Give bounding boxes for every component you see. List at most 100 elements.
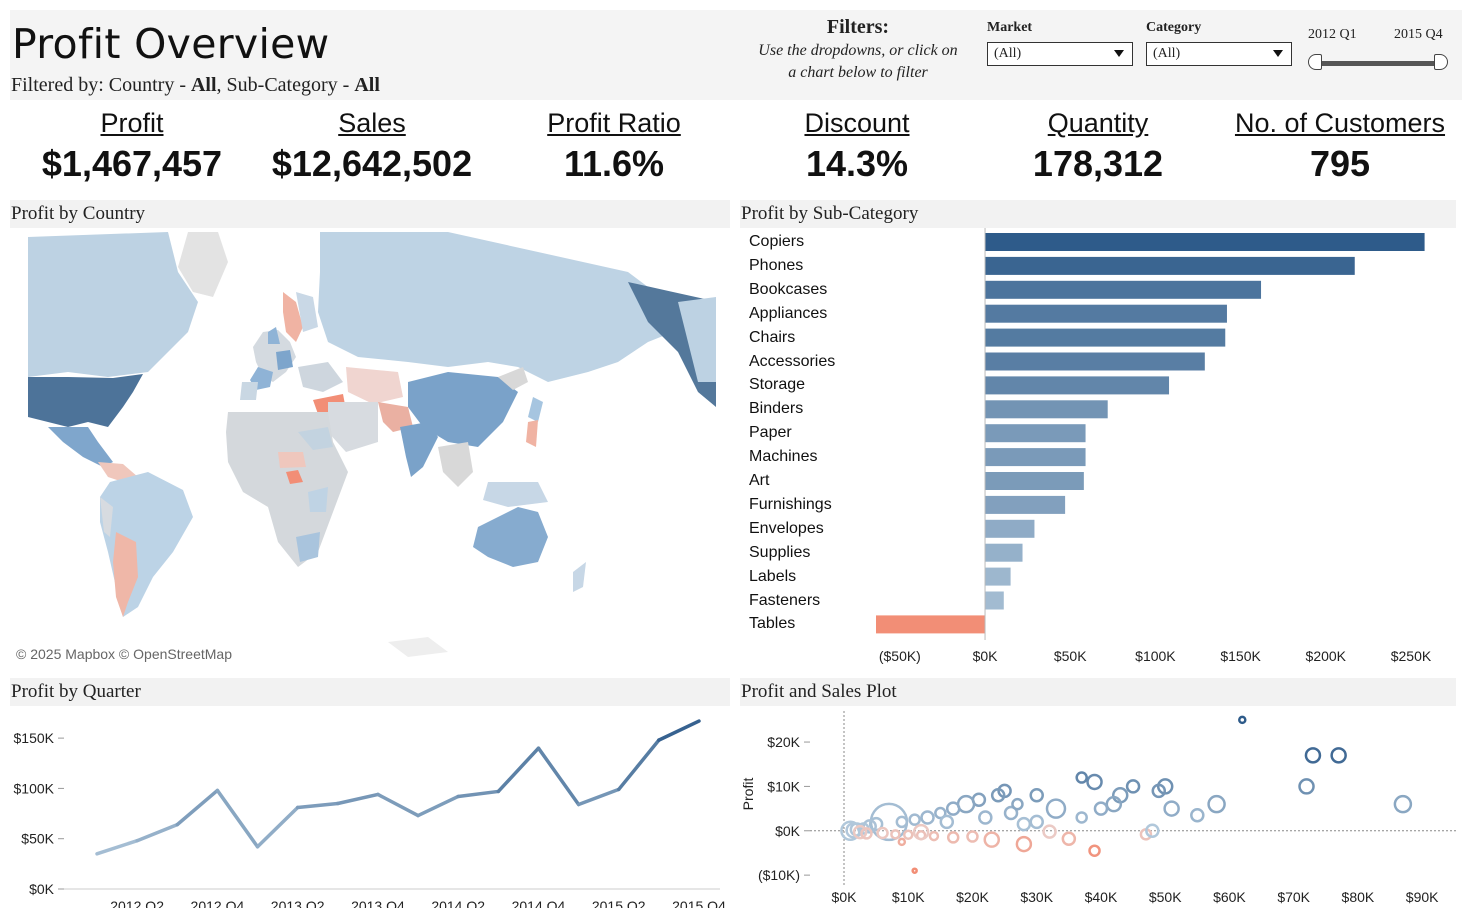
scatter-point[interactable] — [990, 788, 1006, 803]
country-ukraine[interactable] — [298, 362, 343, 392]
country-norway[interactable] — [283, 292, 303, 342]
scatter-point[interactable] — [840, 820, 861, 842]
scatter-point[interactable] — [1238, 715, 1247, 725]
scatter-point[interactable] — [1145, 823, 1160, 839]
line-segment-2014-q1[interactable] — [416, 794, 460, 818]
scatter-point[interactable] — [1045, 798, 1067, 819]
scatter-point[interactable] — [946, 831, 960, 844]
country-southeast-asia[interactable] — [438, 442, 473, 487]
bar-label-chairs[interactable]: Chairs — [749, 328, 796, 346]
bar-tables[interactable] — [876, 615, 986, 634]
scatter-point[interactable] — [934, 806, 947, 820]
date-range-slider[interactable] — [1306, 52, 1448, 76]
bar-label-paper[interactable]: Paper — [749, 424, 792, 442]
bar-label-bookcases[interactable]: Bookcases — [749, 280, 828, 298]
profit-by-country-map[interactable] — [28, 232, 716, 668]
scatter-point[interactable] — [1016, 816, 1032, 832]
line-segment-2015-q3[interactable] — [657, 719, 701, 742]
bar-label-labels[interactable]: Labels — [749, 567, 797, 585]
country-philippines[interactable] — [526, 420, 538, 447]
country-usa[interactable] — [28, 374, 143, 427]
scatter-point[interactable] — [911, 867, 918, 874]
country-uk[interactable] — [268, 327, 280, 344]
scatter-point[interactable] — [1093, 801, 1109, 816]
bar-accessories[interactable] — [985, 352, 1205, 371]
country-mongolia[interactable] — [498, 367, 528, 390]
bar-bookcases[interactable] — [985, 280, 1262, 299]
country-china[interactable] — [408, 372, 518, 447]
bar-label-appliances[interactable]: Appliances — [749, 304, 828, 322]
scatter-point[interactable] — [939, 814, 955, 830]
bar-label-storage[interactable]: Storage — [749, 376, 806, 394]
scatter-point[interactable] — [912, 823, 930, 841]
scatter-point[interactable] — [902, 829, 914, 841]
scatter-point[interactable] — [1105, 795, 1123, 813]
line-segment-2014-q4[interactable] — [536, 746, 581, 807]
line-segment-2013-q4[interactable] — [376, 792, 420, 818]
bar-fasteners[interactable] — [985, 591, 1004, 610]
scatter-point[interactable] — [1015, 835, 1033, 853]
bar-labels[interactable] — [985, 567, 1011, 586]
bar-label-accessories[interactable]: Accessories — [749, 352, 836, 370]
bar-label-envelopes[interactable]: Envelopes — [749, 519, 824, 537]
profit-sales-scatter[interactable]: ($10K) $0K $10K $20K Profit $0K $10K $20K $30K $4… — [740, 706, 1470, 908]
scatter-point[interactable] — [1151, 783, 1167, 799]
country-new-zealand[interactable] — [573, 562, 586, 592]
scatter-point[interactable] — [1003, 805, 1019, 821]
country-peru[interactable] — [100, 497, 113, 537]
scatter-point[interactable] — [908, 813, 921, 826]
line-segment-2015-q1[interactable] — [576, 787, 621, 807]
line-segment-2013-q1[interactable] — [255, 805, 300, 849]
country-south-africa[interactable] — [296, 532, 320, 562]
scatter-point[interactable] — [1042, 824, 1057, 839]
line-segment-2012-q3[interactable] — [175, 788, 220, 827]
subcategory-bar-chart[interactable]: ($50K) $0K $50K $100K $150K $200K $250K — [740, 228, 1456, 674]
scatter-point[interactable] — [1163, 800, 1180, 817]
country-india[interactable] — [400, 422, 438, 477]
scatter-point[interactable] — [895, 815, 909, 829]
line-segment-2014-q3[interactable] — [496, 746, 541, 794]
scatter-point[interactable] — [1207, 794, 1226, 814]
bar-label-art[interactable]: Art — [749, 472, 770, 489]
scatter-point[interactable] — [876, 826, 889, 840]
scatter-point[interactable] — [928, 830, 940, 842]
scatter-point[interactable] — [1088, 844, 1101, 857]
bar-copiers[interactable] — [985, 233, 1425, 251]
scatter-point[interactable] — [1061, 831, 1077, 847]
slider-start-handle[interactable] — [1308, 54, 1322, 70]
country-egypt[interactable] — [298, 427, 333, 450]
scatter-point[interactable] — [1304, 747, 1322, 764]
scatter-point[interactable] — [1075, 771, 1088, 784]
line-segment-2012-q4[interactable] — [215, 788, 260, 849]
line-segment-2013-q2[interactable] — [295, 801, 340, 810]
country-alaska-east[interactable] — [678, 297, 716, 382]
bar-phones[interactable] — [985, 256, 1355, 275]
bar-art[interactable] — [985, 472, 1084, 490]
country-pakistan[interactable] — [378, 402, 413, 432]
scatter-point[interactable] — [1011, 797, 1024, 811]
scatter-point[interactable] — [978, 810, 993, 825]
country-mexico[interactable] — [48, 427, 113, 467]
bar-machines[interactable] — [985, 448, 1086, 467]
country-niger[interactable] — [278, 452, 306, 468]
scatter-point[interactable] — [897, 837, 907, 847]
scatter-point[interactable] — [1190, 807, 1205, 823]
scatter-point[interactable] — [1125, 779, 1141, 794]
scatter-point[interactable] — [1086, 773, 1103, 791]
scatter-point[interactable] — [945, 801, 961, 816]
bar-chairs[interactable] — [985, 328, 1226, 347]
country-australia[interactable] — [473, 507, 548, 567]
bar-appliances[interactable] — [985, 304, 1227, 323]
country-nigeria[interactable] — [286, 470, 303, 484]
map-attribution[interactable]: © 2025 Mapbox © OpenStreetMap — [16, 646, 232, 662]
line-segment-2015-q2[interactable] — [616, 738, 661, 792]
country-spain[interactable] — [240, 382, 258, 400]
scatter-point[interactable] — [1330, 747, 1347, 764]
scatter-point[interactable] — [868, 816, 884, 832]
market-dropdown[interactable]: (All) — [987, 42, 1133, 66]
scatter-point[interactable] — [1029, 814, 1044, 830]
country-japan[interactable] — [528, 397, 543, 422]
bar-label-phones[interactable]: Phones — [749, 256, 804, 274]
country-sweden-finland[interactable] — [296, 292, 318, 332]
bar-label-supplies[interactable]: Supplies — [749, 543, 811, 561]
